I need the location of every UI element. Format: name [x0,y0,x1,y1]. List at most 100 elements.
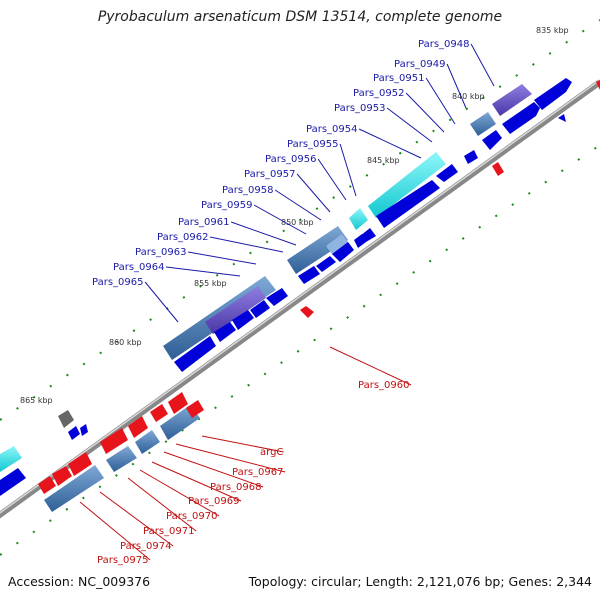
cds-arrow [298,266,320,284]
leader-line [296,173,331,213]
cds-arrow [174,336,216,372]
leader-line [209,236,284,253]
gene-label[interactable]: Pars_0967 [232,467,283,478]
gene-label[interactable]: Pars_0949 [394,59,445,70]
leader-line [386,107,433,143]
feature-block [106,446,137,472]
minus-strand-cds [38,162,504,494]
leader-line [425,77,456,125]
gene-label[interactable]: Pars_0962 [157,232,208,243]
cds-arrow [332,242,354,262]
leader-line [446,63,467,109]
cds-arrow [502,102,540,134]
gene-label[interactable]: Pars_0956 [265,154,316,165]
gene-label[interactable]: Pars_0948 [418,39,469,50]
leader-line [166,266,241,277]
cds-arrow [52,466,72,486]
cds-arrow [266,288,288,306]
cds-arrow [68,426,80,440]
rna-feature [368,152,446,218]
cds-arrow [534,78,572,110]
gene-label[interactable]: Pars_0970 [166,511,217,522]
gene-label[interactable]: Pars_0954 [306,124,357,135]
gene-labels: Pars_0948 Pars_0949 Pars_0951 Pars_0952 Pars… [79,39,495,566]
tick-label: 840 kbp [452,92,485,101]
feature-block [326,234,348,254]
leader-line [127,477,197,532]
cds-arrow [128,416,148,438]
tick-label: 835 kbp [536,26,569,35]
gene-label[interactable]: Pars_0968 [210,482,261,493]
feature-block [470,112,496,136]
cds-arrow [558,114,566,122]
gene-label[interactable]: Pars_0951 [373,73,424,84]
gene-label[interactable]: argC [260,447,283,458]
gene-label[interactable]: Pars_0971 [143,526,194,537]
leader-line [144,281,179,323]
gray-feature [58,410,74,428]
leader-line [188,251,257,265]
feature-block [287,226,348,274]
cds-arrow [300,306,314,318]
outer-dash-ring [0,19,600,421]
gene-label[interactable]: Pars_0961 [178,217,229,228]
gene-label[interactable]: Pars_0955 [287,139,338,150]
tick-label: 845 kbp [367,156,400,165]
feature-block [44,465,104,512]
tick-label: 865 kbp [20,396,53,405]
cds-arrow [80,424,88,436]
tick-labels: 835 kbp 840 kbp 845 kbp 850 kbp 855 kbp 860 k… [20,26,569,405]
cds-arrow [492,162,504,176]
feature-block [596,80,600,90]
gene-label[interactable]: Pars_0969 [188,496,239,507]
feature-block [492,84,532,116]
leader-line [317,158,347,201]
tick-label: 855 kbp [194,279,227,288]
cds-arrow [354,234,366,248]
leader-line [329,346,412,386]
cds-arrow [376,180,440,228]
leader-line [163,451,264,488]
cds-arrow [250,300,270,318]
cds-arrow [38,476,56,494]
cds-arrow [214,322,236,342]
feature-block [205,286,266,334]
tick-label: 850 kbp [281,218,314,227]
map-title: Pyrobaculum arsenaticum DSM 13514, compl… [97,9,503,25]
gene-label[interactable]: Pars_0965 [92,277,143,288]
rna-feature [349,208,368,230]
gene-label[interactable]: Pars_0960 [358,380,409,391]
cds-arrow [464,150,478,164]
gene-label[interactable]: Pars_0974 [120,541,171,552]
gene-label[interactable]: Pars_0959 [201,200,252,211]
cds-arrow [316,256,336,272]
leader-line [470,43,495,87]
leader-line [230,221,297,246]
cds-arrow [436,164,458,182]
backbone [0,79,600,519]
leader-line [358,128,422,159]
cds-arrow [0,468,26,496]
cds-arrow [186,400,204,418]
gene-label[interactable]: Pars_0953 [334,103,385,114]
leader-line [405,92,445,133]
gene-label[interactable]: Pars_0952 [353,88,404,99]
gene-label[interactable]: Pars_0963 [135,247,186,258]
gene-label[interactable]: Pars_0975 [97,555,148,566]
cds-arrow [168,392,188,414]
leader-line [253,204,307,235]
accession-text: Accession: NC_009376 [8,574,151,589]
gene-label[interactable]: Pars_0958 [222,185,273,196]
cds-arrow [232,310,254,330]
leader-line [201,435,284,453]
gene-label[interactable]: Pars_0957 [244,169,295,180]
cds-arrow [482,130,502,150]
leader-line [79,501,151,561]
tick-label: 860 kbp [109,338,142,347]
gene-label[interactable]: Pars_0964 [113,262,164,273]
summary-text: Topology: circular; Length: 2,121,076 bp… [248,574,592,589]
cds-arrow [100,428,128,454]
leader-line [139,469,220,517]
leader-line [274,189,322,221]
